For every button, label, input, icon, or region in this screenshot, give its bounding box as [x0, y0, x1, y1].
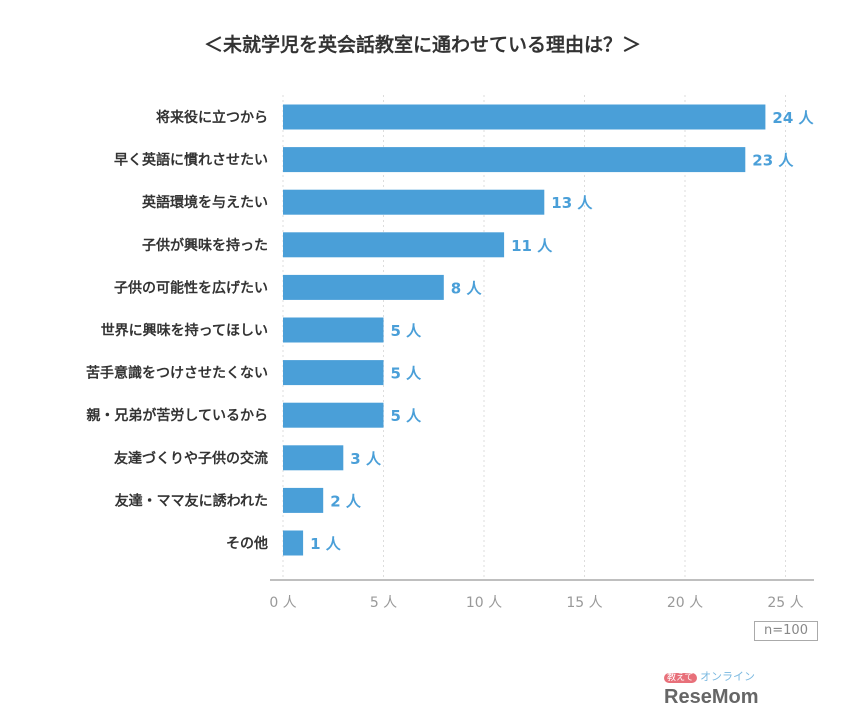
- category-label: 友達づくりや子供の交流: [114, 450, 268, 467]
- data-label: 5 人: [391, 407, 423, 425]
- category-label: 友達・ママ友に誘われた: [115, 492, 268, 509]
- category-label: その他: [226, 535, 268, 552]
- bar: [283, 445, 344, 471]
- x-tick-label: 10 人: [466, 595, 502, 611]
- category-label: 早く英語に慣れさせたい: [114, 152, 268, 169]
- category-label: 子供の可能性を広げたい: [114, 279, 268, 296]
- x-tick-label: 25 人: [767, 595, 803, 611]
- bar: [283, 487, 324, 513]
- bar: [283, 232, 505, 258]
- x-tick-label: 0 人: [269, 595, 296, 611]
- data-label: 8 人: [451, 279, 483, 297]
- bar: [283, 402, 384, 428]
- sample-size-note: n=100: [754, 621, 818, 641]
- bar: [283, 360, 384, 386]
- category-label: 世界に興味を持ってほしい: [101, 322, 268, 339]
- chart-title: ＜未就学児を英会話教室に通わせている理由は？＞: [203, 34, 641, 56]
- data-label: 1 人: [310, 535, 342, 553]
- bar: [283, 274, 444, 300]
- bar: [283, 530, 304, 556]
- data-label: 2 人: [330, 492, 362, 510]
- data-label: 3 人: [350, 450, 382, 468]
- data-label: 13 人: [551, 194, 593, 212]
- bar: [283, 189, 545, 215]
- resemom-logo: 教えて オンライン ReseMom: [664, 668, 845, 708]
- data-label: 5 人: [391, 322, 423, 340]
- logo-brand: ReseMom: [664, 686, 759, 708]
- bar: [283, 104, 766, 130]
- category-label: 苦手意識をつけさせたくない: [86, 365, 268, 382]
- x-tick-label: 15 人: [566, 595, 602, 611]
- data-label: 24 人: [772, 109, 814, 127]
- logo-mid: オンライン: [700, 670, 756, 683]
- bar: [283, 317, 384, 343]
- category-label: 将来役に立つから: [156, 109, 268, 126]
- x-tick-label: 20 人: [667, 595, 703, 611]
- category-label: 英語環境を与えたい: [141, 194, 268, 211]
- bar: [283, 147, 746, 173]
- data-label: 23 人: [752, 152, 794, 170]
- data-label: 11 人: [511, 237, 553, 255]
- category-label: 子供が興味を持った: [142, 237, 268, 254]
- logo-prefix: 教えて: [664, 673, 697, 683]
- x-tick-label: 5 人: [370, 595, 397, 611]
- category-label: 親・兄弟が苦労しているから: [86, 407, 268, 424]
- data-label: 5 人: [391, 365, 423, 383]
